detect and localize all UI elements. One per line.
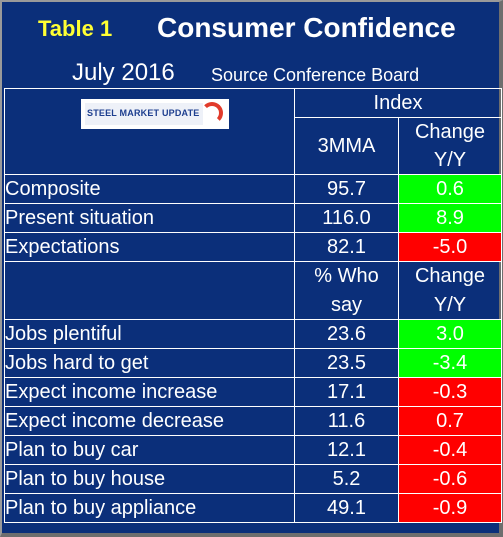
change-badge-positive: -3.4 xyxy=(398,348,502,378)
logo-cell: STEEL MARKET UPDATE xyxy=(4,88,295,175)
col-header-3mma: 3MMA xyxy=(294,117,399,175)
row-value: 5.2 xyxy=(294,464,399,494)
col-header-who: % Who xyxy=(294,261,399,291)
col-header-say: say xyxy=(294,290,399,320)
change-badge-negative: -0.6 xyxy=(398,464,502,494)
row-value: 12.1 xyxy=(294,435,399,465)
row-label: Expect income decrease xyxy=(4,406,295,436)
logo-swoosh-icon xyxy=(201,102,223,124)
change-badge-negative: -0.4 xyxy=(398,435,502,465)
table-date: July 2016 xyxy=(72,59,175,86)
change-badge-positive: 8.9 xyxy=(398,203,502,233)
row-label: Plan to buy appliance xyxy=(4,493,295,523)
change-badge-positive: 3.0 xyxy=(398,319,502,349)
col-header-yy: Y/Y xyxy=(398,146,502,175)
col-header-yy-2: Y/Y xyxy=(398,290,502,320)
table-tag: Table 1 xyxy=(38,16,113,41)
row-value: 11.6 xyxy=(294,406,399,436)
table-title: Consumer Confidence xyxy=(157,12,456,43)
row-label: Plan to buy house xyxy=(4,464,295,494)
table-header: Table 1 Consumer Confidence July 2016 So… xyxy=(4,4,501,88)
consumer-confidence-table: STEEL MARKET UPDATE Index 3MMA Change Y/… xyxy=(4,88,502,523)
row-value: 95.7 xyxy=(294,174,399,204)
row-label: Composite xyxy=(4,174,295,204)
change-badge-negative: -0.9 xyxy=(398,493,502,523)
row-value: 23.5 xyxy=(294,348,399,378)
row-label: Present situation xyxy=(4,203,295,233)
row-label: Jobs plentiful xyxy=(4,319,295,349)
row-label: Plan to buy car xyxy=(4,435,295,465)
section2-blank-cell xyxy=(4,261,295,320)
row-value: 82.1 xyxy=(294,232,399,262)
index-group-header: Index xyxy=(294,88,502,118)
table-source: Source Conference Board xyxy=(211,65,420,85)
change-badge-negative: -5.0 xyxy=(398,232,502,262)
col-header-change: Change xyxy=(398,117,502,147)
change-badge-positive: 0.6 xyxy=(398,174,502,204)
row-value: 17.1 xyxy=(294,377,399,407)
row-label: Jobs hard to get xyxy=(4,348,295,378)
change-badge-negative: 0.7 xyxy=(398,406,502,436)
steel-market-update-logo: STEEL MARKET UPDATE xyxy=(81,99,229,129)
row-value: 23.6 xyxy=(294,319,399,349)
col-header-change-2: Change xyxy=(398,261,502,291)
row-value: 116.0 xyxy=(294,203,399,233)
change-badge-negative: -0.3 xyxy=(398,377,502,407)
row-value: 49.1 xyxy=(294,493,399,523)
row-label: Expect income increase xyxy=(4,377,295,407)
row-label: Expectations xyxy=(4,232,295,262)
